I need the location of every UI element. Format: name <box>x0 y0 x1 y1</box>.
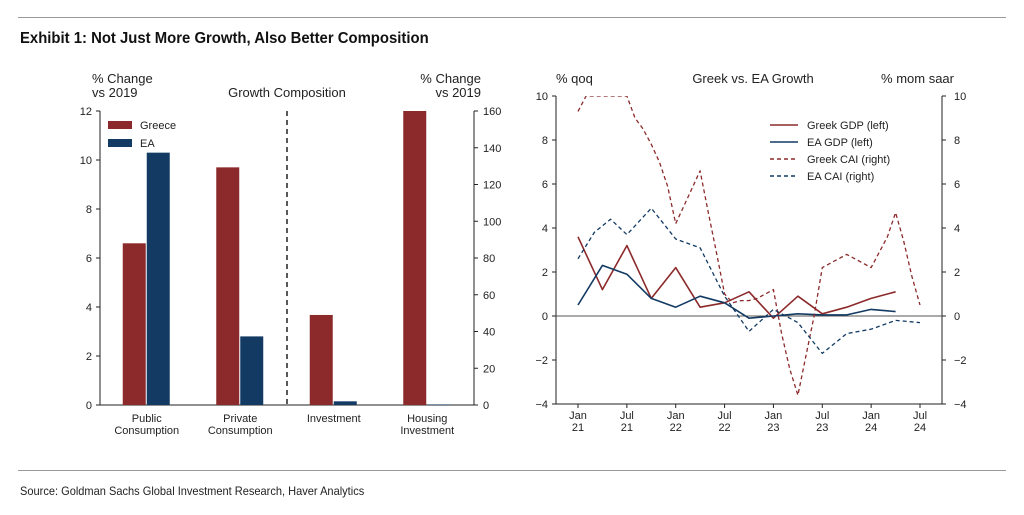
x-tick-label: Jan <box>667 410 685 422</box>
footer-rule <box>18 470 1006 471</box>
x-tick-label: Jan <box>862 410 880 422</box>
legend-label: EA GDP (left) <box>807 137 873 149</box>
x-tick-label: Jan <box>765 410 783 422</box>
right-y-tick-label: 0 <box>954 311 960 323</box>
category-label: Investment <box>400 425 454 437</box>
right-y-tick-label: 10 <box>954 91 966 103</box>
left-y-tick-label: −4 <box>535 399 548 411</box>
legend-label-ea: EA <box>140 138 155 150</box>
left-y-tick-label: 0 <box>86 400 92 412</box>
bar-greece-investment <box>309 314 333 405</box>
bar-greece-private-consumption <box>216 167 240 405</box>
category-label: Public <box>132 413 162 425</box>
legend-label: Greek GDP (left) <box>807 120 889 132</box>
right-y-tick-label: −4 <box>954 399 967 411</box>
right-y-axis-title: vs 2019 <box>435 85 481 100</box>
legend-label: Greek CAI (right) <box>807 154 890 166</box>
left-y-tick-label: 4 <box>542 223 548 235</box>
legend-label-greece: Greece <box>140 120 176 132</box>
bar-ea-public-consumption <box>146 152 170 405</box>
x-tick-label: Jul <box>815 410 829 422</box>
series-line-greek-gdp-left <box>577 236 896 320</box>
greek-vs-ea-growth-chart: −4−20246810−4−20246810Jan21Jul21Jan22Jul… <box>535 71 967 434</box>
right-y-tick-label: 80 <box>483 253 495 265</box>
x-tick-label: 21 <box>621 422 633 434</box>
series-line-greek-cai-right <box>577 96 921 396</box>
left-y-tick-label: 4 <box>86 302 92 314</box>
right-y-tick-label: 60 <box>483 290 495 302</box>
right-y-tick-label: −2 <box>954 355 967 367</box>
left-y-axis-title: % qoq <box>556 71 593 86</box>
chart-title: Greek vs. EA Growth <box>692 71 813 86</box>
page-title: Exhibit 1: Not Just More Growth, Also Be… <box>20 30 429 47</box>
right-y-tick-label: 2 <box>954 267 960 279</box>
left-y-tick-label: 6 <box>86 253 92 265</box>
x-tick-label: 24 <box>865 422 877 434</box>
right-y-tick-label: 160 <box>483 106 501 118</box>
right-y-axis-title: % Change <box>420 71 481 86</box>
legend-swatch-greece <box>108 121 132 129</box>
category-label: Private <box>223 413 257 425</box>
left-y-tick-label: 8 <box>86 204 92 216</box>
right-y-tick-label: 120 <box>483 180 501 192</box>
x-tick-label: 23 <box>767 422 779 434</box>
x-tick-label: Jul <box>913 410 927 422</box>
legend-label: EA CAI (right) <box>807 171 874 183</box>
left-y-tick-label: 12 <box>80 106 92 118</box>
right-y-tick-label: 40 <box>483 327 495 339</box>
right-y-axis-title: % mom saar <box>881 71 955 86</box>
chart-title: Growth Composition <box>228 85 346 100</box>
bar-ea-housing-investment <box>427 404 451 405</box>
bar-greece-public-consumption <box>122 243 146 405</box>
series-line-ea-gdp-left <box>577 264 896 320</box>
right-y-tick-label: 0 <box>483 400 489 412</box>
right-y-tick-label: 8 <box>954 135 960 147</box>
x-tick-label: 24 <box>914 422 926 434</box>
left-y-axis-title: % Change <box>92 71 153 86</box>
left-y-tick-label: 2 <box>86 351 92 363</box>
left-y-tick-label: 0 <box>542 311 548 323</box>
x-tick-label: Jan <box>569 410 587 422</box>
bar-greece-housing-investment <box>403 111 427 405</box>
header-rule <box>18 17 1006 18</box>
category-label: Investment <box>307 413 361 425</box>
left-y-tick-label: −2 <box>535 355 548 367</box>
bar-ea-investment <box>333 401 357 405</box>
left-y-tick-label: 8 <box>542 135 548 147</box>
category-label: Housing <box>407 413 447 425</box>
series-line-ea-cai-right <box>577 207 921 355</box>
left-y-tick-label: 2 <box>542 267 548 279</box>
x-tick-label: 21 <box>572 422 584 434</box>
category-label: Consumption <box>114 425 179 437</box>
source-note: Source: Goldman Sachs Global Investment … <box>20 484 365 498</box>
left-y-tick-label: 6 <box>542 179 548 191</box>
right-y-tick-label: 100 <box>483 216 501 228</box>
right-y-tick-label: 4 <box>954 223 960 235</box>
x-tick-label: 22 <box>718 422 730 434</box>
x-tick-label: Jul <box>718 410 732 422</box>
left-y-axis-title: vs 2019 <box>92 85 138 100</box>
left-y-tick-label: 10 <box>80 155 92 167</box>
right-y-tick-label: 20 <box>483 363 495 375</box>
left-y-tick-label: 10 <box>536 91 548 103</box>
category-label: Consumption <box>208 425 273 437</box>
bar-ea-private-consumption <box>240 336 264 405</box>
right-y-tick-label: 140 <box>483 143 501 155</box>
plot-area <box>577 96 921 396</box>
right-y-tick-label: 6 <box>954 179 960 191</box>
x-tick-label: Jul <box>620 410 634 422</box>
legend-swatch-ea <box>108 139 132 147</box>
x-tick-label: 23 <box>816 422 828 434</box>
x-tick-label: 22 <box>670 422 682 434</box>
